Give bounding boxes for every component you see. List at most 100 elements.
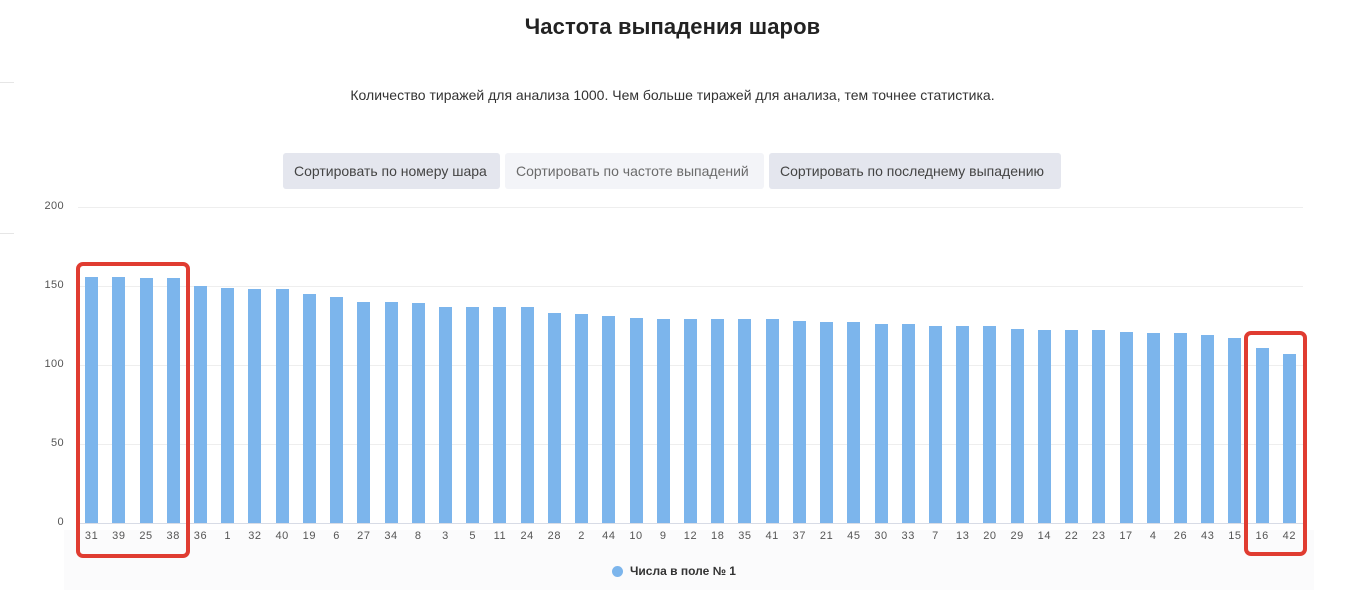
x-tick-label: 26 — [1173, 530, 1188, 542]
x-tick-label: 11 — [493, 530, 507, 542]
bar-ball-35[interactable] — [738, 319, 752, 523]
x-tick-label: 39 — [112, 530, 126, 542]
bar-ball-22[interactable] — [1065, 330, 1079, 523]
gridline — [78, 523, 1303, 524]
x-tick-label: 44 — [602, 530, 616, 542]
bar-ball-17[interactable] — [1119, 331, 1133, 523]
legend-label: Числа в поле № 1 — [630, 564, 736, 578]
bar-ball-39[interactable] — [112, 276, 126, 523]
gridline — [78, 207, 1303, 208]
bar-ball-26[interactable] — [1174, 333, 1187, 523]
bar-ball-4[interactable] — [1146, 333, 1160, 523]
bar-ball-40[interactable] — [275, 289, 289, 523]
x-tick-label: 32 — [248, 530, 262, 542]
bar-ball-21[interactable] — [820, 322, 834, 523]
bar-ball-27[interactable] — [357, 301, 371, 523]
bar-ball-5[interactable] — [466, 306, 480, 523]
bar-ball-30[interactable] — [874, 323, 888, 523]
sort-button-group: Сортировать по номеру шара Сортировать п… — [283, 153, 1061, 189]
page-subtitle: Количество тиражей для анализа 1000. Чем… — [350, 87, 995, 103]
x-tick-label: 8 — [414, 530, 422, 542]
bar-ball-12[interactable] — [684, 319, 697, 523]
x-tick-label: 18 — [711, 530, 725, 542]
chart-legend[interactable]: Числа в поле № 1 — [612, 563, 736, 579]
bar-ball-16[interactable] — [1255, 347, 1269, 523]
bar-ball-19[interactable] — [302, 293, 316, 523]
sort-by-last-draw-button[interactable]: Сортировать по последнему выпадению — [769, 153, 1061, 189]
x-tick-label: 13 — [956, 530, 970, 542]
bar-ball-15[interactable] — [1228, 338, 1242, 523]
x-tick-label: 7 — [932, 530, 939, 542]
x-tick-label: 25 — [139, 530, 153, 542]
x-tick-label: 14 — [1037, 530, 1052, 542]
bar-ball-7[interactable] — [929, 325, 942, 523]
bar-ball-42[interactable] — [1282, 353, 1296, 523]
bar-ball-33[interactable] — [901, 323, 915, 523]
x-tick-label: 36 — [193, 530, 208, 542]
bar-ball-8[interactable] — [411, 303, 425, 523]
x-tick-label: 28 — [547, 530, 562, 542]
bar-ball-29[interactable] — [1010, 328, 1024, 523]
x-tick-label: 17 — [1119, 530, 1133, 542]
bar-ball-10[interactable] — [629, 317, 643, 523]
y-tick-label: 100 — [44, 358, 64, 370]
x-tick-label: 20 — [983, 530, 997, 542]
x-tick-label: 30 — [874, 530, 888, 542]
bar-ball-3[interactable] — [439, 306, 452, 523]
bar-ball-23[interactable] — [1092, 330, 1106, 523]
bar-ball-37[interactable] — [792, 320, 806, 523]
sort-by-frequency-button[interactable]: Сортировать по частоте выпадений — [505, 153, 764, 189]
bar-ball-13[interactable] — [956, 325, 970, 523]
y-tick-label: 50 — [50, 437, 64, 449]
x-tick-label: 23 — [1092, 530, 1106, 542]
plot-area — [78, 207, 1303, 524]
x-tick-label: 9 — [659, 530, 667, 542]
x-tick-label: 33 — [901, 530, 915, 542]
x-tick-label: 43 — [1201, 530, 1215, 542]
chart-footer-background — [64, 530, 1314, 590]
bar-ball-2[interactable] — [575, 314, 589, 523]
x-tick-label: 1 — [224, 530, 232, 542]
y-tick-label: 200 — [44, 200, 64, 212]
bar-ball-28[interactable] — [547, 312, 561, 523]
circle-marker-icon — [612, 565, 623, 577]
x-tick-label: 27 — [357, 530, 371, 542]
bar-ball-1[interactable] — [221, 287, 235, 523]
bar-ball-18[interactable] — [711, 319, 725, 523]
x-tick-label: 38 — [166, 530, 180, 542]
x-tick-label: 40 — [275, 530, 289, 542]
bar-ball-31[interactable] — [85, 276, 99, 523]
bar-ball-14[interactable] — [1037, 330, 1051, 523]
bar-ball-44[interactable] — [602, 316, 616, 523]
x-tick-label: 12 — [683, 530, 698, 542]
x-tick-label: 21 — [819, 530, 834, 542]
bar-ball-43[interactable] — [1201, 334, 1215, 523]
x-tick-label: 16 — [1255, 530, 1269, 542]
bar-ball-25[interactable] — [139, 278, 153, 523]
bar-ball-36[interactable] — [194, 286, 207, 523]
x-tick-label: 2 — [578, 530, 585, 542]
bar-ball-20[interactable] — [983, 325, 997, 523]
x-tick-label: 31 — [84, 530, 99, 542]
x-tick-label: 4 — [1149, 530, 1157, 542]
x-tick-label: 35 — [738, 530, 752, 542]
highlight-box-most-frequent — [76, 262, 190, 558]
x-tick-label: 45 — [847, 530, 861, 542]
bar-ball-9[interactable] — [656, 319, 670, 523]
x-tick-label: 24 — [520, 530, 534, 542]
bar-ball-6[interactable] — [330, 297, 344, 523]
sort-by-number-button[interactable]: Сортировать по номеру шара — [283, 153, 500, 189]
bar-ball-24[interactable] — [520, 306, 534, 523]
bar-ball-11[interactable] — [493, 306, 507, 523]
bar-ball-32[interactable] — [248, 289, 262, 523]
x-tick-label: 19 — [302, 530, 317, 542]
bar-ball-41[interactable] — [765, 319, 779, 523]
bar-ball-45[interactable] — [847, 322, 861, 523]
bar-ball-38[interactable] — [166, 278, 180, 523]
bar-ball-34[interactable] — [384, 301, 398, 523]
x-tick-label: 5 — [469, 530, 477, 542]
x-tick-label: 10 — [629, 530, 643, 542]
page-title: Частота выпадения шаров — [524, 14, 821, 39]
y-tick-label: 150 — [44, 279, 64, 291]
x-tick-label: 15 — [1228, 530, 1242, 542]
